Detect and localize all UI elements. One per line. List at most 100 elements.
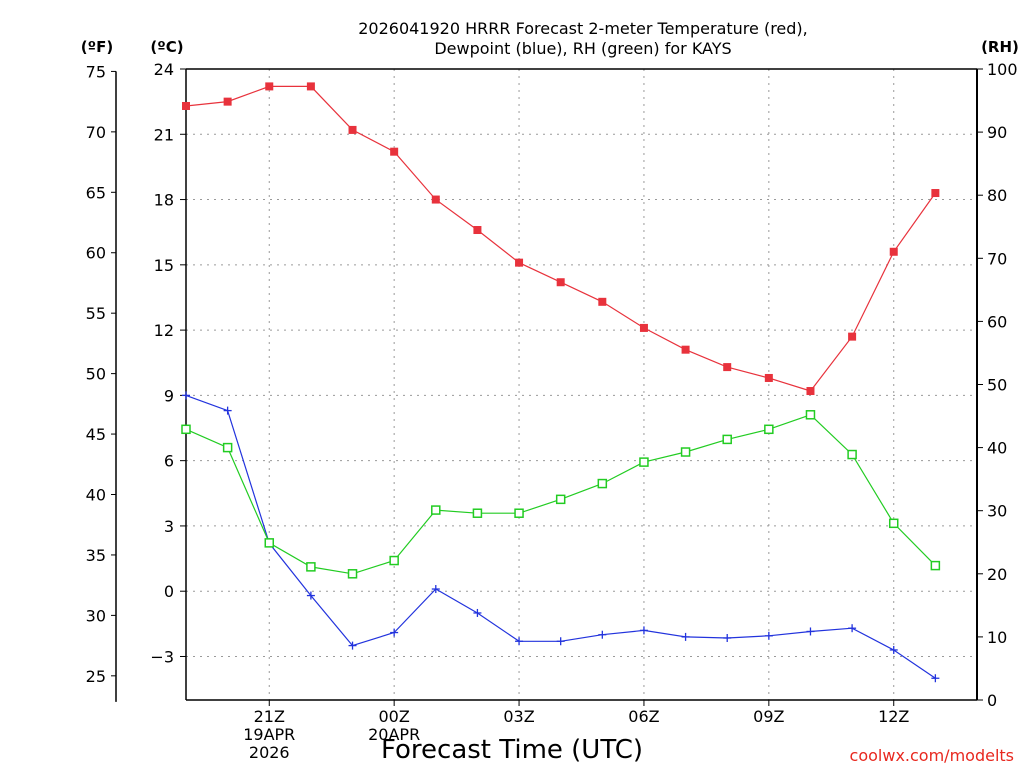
celsius-tick-label: 15 [154,256,174,275]
rh-point [639,457,649,467]
fahrenheit-tick-label: 65 [86,183,106,202]
dewpoint-point [348,641,357,650]
rh-point [888,518,899,529]
rh-tick-label: 60 [987,312,1007,331]
dewpoint-point [223,406,232,415]
celsius-tick-label: 6 [164,452,174,471]
dewpoint-point [681,632,690,641]
2-meter-temperature-point [515,258,524,267]
2-meter-temperature-point [639,323,648,332]
dewpoint-point [556,637,565,646]
fahrenheit-tick-label: 50 [86,365,106,384]
celsius-tick-label: 18 [154,191,174,210]
rh-point [764,424,774,435]
2-meter-temperature-point [681,345,690,354]
x-tick-label: 21Z [254,707,285,726]
dewpoint-point [598,630,607,639]
rh-tick-label: 20 [987,565,1007,584]
celsius-tick-label: −3 [150,647,174,666]
2-meter-temperature-point [265,82,274,91]
rh-tick-label: 10 [987,628,1007,647]
2-meter-temperature-point [931,189,940,198]
dewpoint-point [182,391,190,400]
x-tick-label: 09Z [753,707,784,726]
x-tick-label: 19APR [243,725,295,744]
2-meter-temperature-point [306,82,315,91]
2-meter-temperature-point [390,147,399,156]
rh-point [722,434,732,445]
x-tick-label: 20APR [368,725,420,744]
dewpoint-point [806,627,815,636]
dewpoint-line [185,394,936,679]
dewpoint-point [723,633,732,642]
credit-text: coolwx.com/modelts [850,746,1014,765]
rh-tick-label: 40 [987,439,1007,458]
2-meter-temperature-point [848,332,857,341]
rh-point [597,478,608,489]
rh-tick-label: 30 [987,502,1007,521]
celsius-tick-label: 21 [154,125,174,144]
rh-point [347,569,358,579]
2-meter-temperature-point [598,297,607,306]
x-tick-label: 06Z [628,707,659,726]
x-axis-title: Forecast Time (UTC) [381,735,643,765]
2-meter-temperature-point [806,387,815,396]
rh-tick-label: 90 [987,123,1007,142]
rh-point [181,424,191,435]
axes: 24211815129630−3757065605550454035302510… [86,60,1018,762]
rh-point [222,442,233,453]
2-meter-temperature-point [223,97,232,106]
fahrenheit-tick-label: 35 [86,546,106,565]
2-meter-temperature-point [556,278,565,287]
celsius-tick-label: 24 [154,60,174,79]
2-meter-temperature-point [764,373,773,382]
rh-point [389,555,399,566]
chart-title-line-1: 2026041920 HRRR Forecast 2-meter Tempera… [358,19,808,38]
rh-point [472,508,483,518]
x-tick-label: 12Z [878,707,909,726]
series-layer [181,82,941,683]
rh-point [555,494,566,505]
dewpoint-point [390,628,399,637]
rh-tick-label: 50 [987,376,1007,395]
celsius-tick-label: 0 [164,582,174,601]
rh-tick-label: 100 [987,60,1018,79]
grid-lines [186,69,977,700]
dewpoint-point [306,591,315,600]
2-meter-temperature-point [348,125,357,134]
2-meter-temperature-point [182,101,190,110]
fahrenheit-tick-label: 55 [86,304,106,323]
2-meter-temperature-line [185,85,936,392]
chart-title-line-2: Dewpoint (blue), RH (green) for KAYS [434,39,731,58]
fahrenheit-tick-label: 75 [86,62,106,81]
rh-point [805,410,816,420]
x-tick-label: 2026 [249,743,290,762]
rh-point [306,562,316,572]
celsius-tick-label: 3 [164,517,174,536]
fahrenheit-tick-label: 30 [86,606,106,625]
celsius-tick-label: 12 [154,321,174,340]
dewpoint-point [848,624,857,633]
2-meter-temperature-point [723,363,732,372]
rh-line [185,414,936,575]
rh-point [930,560,941,571]
2-meter-temperature-point [889,247,898,256]
celsius-unit-label: (ºC) [150,38,183,56]
fahrenheit-tick-label: 60 [86,244,106,263]
x-tick-label: 03Z [503,707,534,726]
dewpoint-point [515,637,524,646]
rh-point [680,447,691,457]
fahrenheit-tick-label: 25 [86,667,106,686]
x-tick-label: 00Z [378,707,409,726]
rh-unit-label: (RH) [981,38,1019,56]
rh-tick-label: 70 [987,249,1007,268]
rh-point [847,449,857,460]
rh-tick-label: 80 [987,186,1007,205]
2-meter-temperature-point [431,195,440,204]
dewpoint-point [639,626,648,635]
dewpoint-point [764,631,773,640]
dewpoint-point [931,674,940,683]
fahrenheit-unit-label: (ºF) [81,38,113,56]
rh-point [264,538,275,548]
